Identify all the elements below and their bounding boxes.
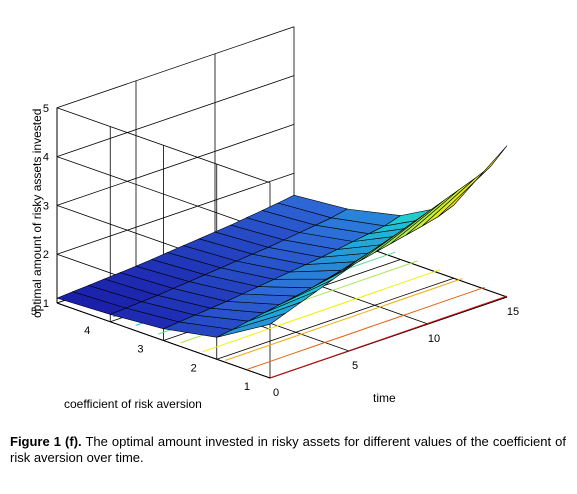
- grid-line: [56, 26, 295, 109]
- z-tick-label: 3: [43, 200, 49, 212]
- y-tick-label: 2: [191, 362, 197, 374]
- z-tick-label: 4: [43, 152, 49, 164]
- y-axis-title: coefficient of risk aversion: [64, 397, 202, 411]
- axis-line: [56, 302, 271, 379]
- caption-label: Figure 1 (f).: [10, 434, 82, 449]
- z-tick-label: 2: [43, 249, 49, 261]
- grid-line: [56, 172, 295, 255]
- z-tick-label: 1: [43, 298, 49, 310]
- surface-patch: [437, 145, 508, 218]
- z-axis-title: optimal amount of risky assets invested: [30, 109, 44, 318]
- contour-line: [269, 295, 508, 379]
- contour-line: [247, 286, 485, 370]
- surface-mesh: [56, 145, 508, 338]
- y-tick-label: 4: [84, 325, 90, 337]
- surface-patch: [406, 177, 476, 236]
- grid-line: [56, 75, 295, 157]
- surface-chart: 1 2 3 4 5 0 5 10 15 1 2 3 4 5 optimal amount of risky…: [30, 26, 519, 411]
- y-tick-label: 1: [244, 381, 250, 393]
- z-tick-label: 5: [43, 103, 49, 115]
- contour-line: [202, 269, 441, 353]
- contour-line: [225, 278, 463, 361]
- grid-line: [216, 277, 454, 360]
- x-tick-label: 15: [507, 306, 519, 318]
- figure-caption: Figure 1 (f). The optimal amount investe…: [10, 434, 566, 466]
- caption-text: The optimal amount invested in risky ass…: [10, 434, 566, 465]
- y-tick-label: 5: [31, 306, 37, 318]
- y-tick-label: 3: [137, 344, 143, 356]
- x-axis-title: time: [373, 391, 396, 405]
- x-tick-label: 10: [428, 333, 440, 345]
- x-tick-label: 0: [273, 387, 279, 399]
- x-tick-label: 5: [352, 360, 358, 372]
- tick-labels: 1 2 3 4 5 0 5 10 15 1 2 3 4 5: [31, 103, 519, 399]
- grid-line: [56, 124, 295, 206]
